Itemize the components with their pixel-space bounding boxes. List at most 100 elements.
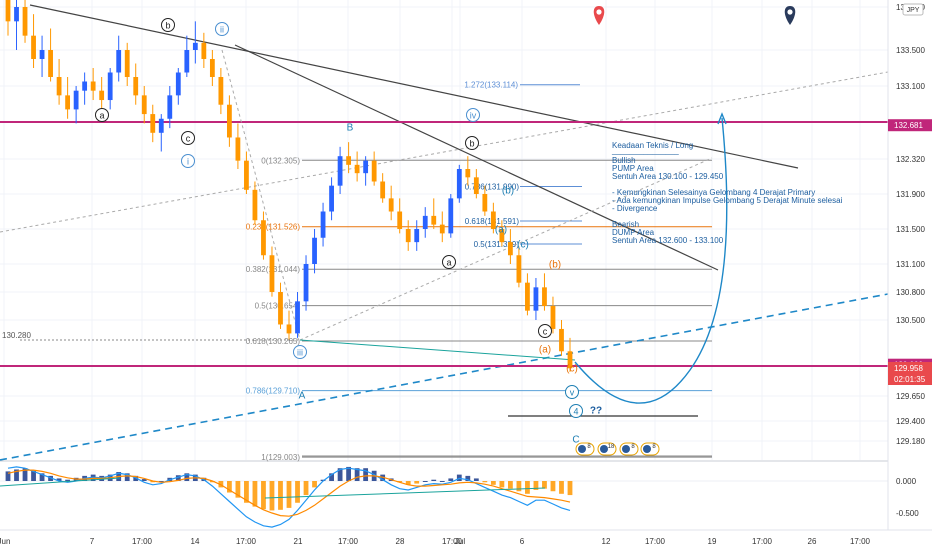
candle-body	[456, 169, 462, 199]
note-line: Bearish	[612, 220, 639, 229]
time-tick: 28	[396, 537, 405, 546]
price-axis[interactable]: 133.800133.500133.100132.320131.900131.5…	[887, 0, 932, 550]
price-tick: 130.500	[896, 316, 925, 325]
candle-body	[22, 7, 28, 36]
wave-label: b	[165, 20, 170, 30]
time-tick: Jul	[455, 537, 465, 546]
wave-circle	[215, 22, 229, 36]
map-pin-navy-icon	[784, 6, 796, 25]
fib-label: 0(132.305)	[261, 156, 300, 165]
candle-body	[490, 211, 496, 229]
event-badges[interactable]: 8 18 8 8	[575, 442, 660, 456]
macd-histogram-bar	[482, 481, 488, 483]
macd-histogram-bar	[525, 481, 530, 494]
note-separator: _______________	[611, 146, 679, 155]
price-tick: 129.400	[896, 417, 925, 426]
wave-label: v	[570, 387, 575, 397]
macd-histogram-bar	[550, 481, 556, 492]
note-line: PUMP Area	[612, 164, 654, 173]
macd-histogram-bar	[286, 481, 292, 508]
event-calendar-icon	[600, 445, 608, 453]
note-line: - Ada kemungkinan Impulse Gelombang 5 De…	[612, 196, 843, 205]
candle-body	[550, 306, 556, 329]
candle-body	[380, 181, 386, 199]
time-tick: 12	[602, 537, 611, 546]
wave-circle	[293, 345, 307, 359]
macd-histogram-bar	[439, 481, 445, 482]
macd-histogram-bar	[5, 471, 11, 481]
price-tick: 133.100	[896, 82, 925, 91]
macd-histogram-bar	[150, 481, 156, 483]
wave-label: iii	[297, 347, 303, 357]
event-badge-count: 18	[608, 444, 615, 450]
candle-body	[201, 42, 207, 59]
base-line-teal	[299, 339, 576, 361]
candle-body	[31, 35, 36, 59]
wave-label: 4	[573, 406, 578, 416]
candle-body	[278, 292, 283, 325]
candle-body	[559, 328, 564, 352]
macd-histogram-bar	[448, 478, 454, 481]
macd-tick: -0.500	[896, 509, 919, 518]
fib-label: 0.786(129.710)	[246, 387, 301, 396]
macd-histogram-bar	[431, 479, 437, 481]
candle-body	[431, 215, 437, 225]
wave-label: (c)	[566, 364, 578, 375]
macd-histogram-bar	[567, 481, 573, 496]
grid	[0, 0, 888, 482]
macd-histogram-bar	[337, 468, 343, 481]
candle-body	[346, 156, 352, 165]
note-line: - Divergence	[612, 204, 658, 213]
candle-body	[516, 255, 522, 283]
candle-body	[567, 351, 573, 369]
candle-body	[542, 287, 547, 306]
wave-label: ??	[590, 406, 602, 417]
candle-body	[363, 160, 369, 174]
macd-panel	[0, 466, 573, 528]
candle-body	[303, 264, 309, 302]
divergence-line-2	[264, 487, 546, 499]
price-tick: 131.100	[896, 260, 925, 269]
macd-histogram-bar	[158, 481, 164, 482]
macd-histogram-bar	[414, 481, 420, 484]
wave-label: (a)	[495, 225, 507, 236]
wave-circle	[466, 108, 480, 122]
candle-body	[397, 211, 403, 229]
candle-body	[99, 90, 105, 101]
macd-histogram-bar	[124, 473, 130, 481]
wave-circle	[161, 18, 175, 32]
candle-body	[414, 229, 420, 243]
candle-body	[209, 59, 215, 77]
wave-circle	[569, 404, 583, 418]
macd-histogram-bar	[39, 473, 45, 481]
fib-label: 0.618(130.265)	[246, 337, 301, 346]
wave-label: a	[99, 110, 104, 120]
macd-histogram-bar	[269, 481, 275, 511]
projection-arrow	[717, 112, 727, 125]
macd-histogram-bar	[235, 481, 241, 498]
macd-histogram-bar	[363, 468, 369, 481]
wave-label: C	[572, 435, 579, 446]
time-tick: 17:00	[338, 537, 359, 546]
macd-histogram-bar	[303, 481, 309, 496]
macd-histogram-bar	[422, 481, 428, 482]
macd-histogram-bar	[499, 481, 505, 488]
candle-body	[533, 287, 539, 311]
wave-label: c	[186, 133, 191, 143]
macd-histogram-bar	[405, 481, 411, 485]
macd-histogram-bar	[397, 481, 403, 483]
fib-small-label: 0.786(131.990)	[465, 183, 520, 192]
time-axis[interactable]: Jun717:001417:002117:002817:00Jul61217:0…	[0, 529, 932, 550]
wave-label: (b)	[549, 260, 561, 271]
price-tick: 129.180	[896, 437, 925, 446]
trend-lines	[0, 4, 889, 461]
candle-body	[150, 114, 156, 133]
wave-circle	[181, 131, 195, 145]
macd-tick: 0.000	[896, 477, 917, 486]
macd-histogram-bar	[559, 481, 564, 494]
macd-histogram-bar	[329, 473, 334, 481]
time-axis-bg	[0, 530, 932, 550]
time-tick: Jun	[0, 537, 10, 546]
